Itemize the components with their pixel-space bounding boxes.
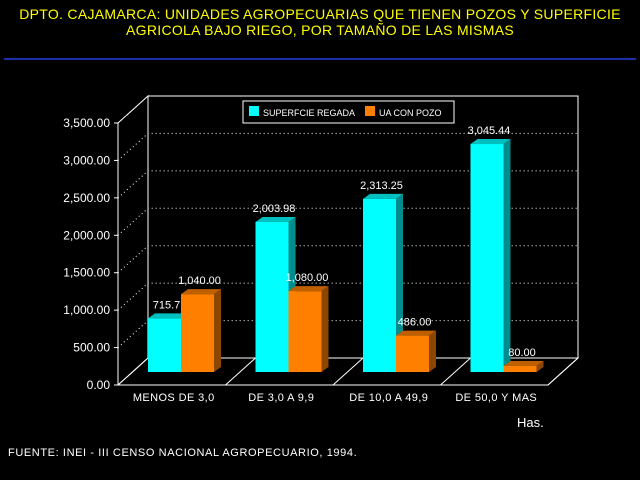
data-label: 1,040.00 — [178, 275, 221, 287]
bar-top — [503, 361, 544, 367]
bar-superficie-regada — [363, 198, 396, 372]
legend-label-ua-con-pozo: UA CON POZO — [379, 108, 442, 118]
bar-top — [288, 286, 329, 292]
bar-ua-con-pozo — [288, 291, 322, 372]
chart-title-line-1: DPTO. CAJAMARCA: UNIDADES AGROPECUARIAS … — [19, 6, 621, 22]
x-tick-label: DE 3,0 A 9,9 — [248, 392, 314, 404]
y-tick-label: 1,000.00 — [63, 303, 110, 317]
bar-ua-con-pozo — [396, 335, 429, 372]
y-tick-label: 3,500.00 — [63, 116, 110, 130]
floor-divider — [332, 357, 364, 386]
floor-divider — [117, 357, 149, 386]
gridline — [117, 95, 578, 124]
gridline — [117, 132, 578, 161]
floor-divider — [225, 357, 256, 386]
data-label: 2,003.98 — [253, 203, 296, 215]
x-tick-label: DE 10,0 A 49,9 — [349, 392, 428, 404]
bar-superficie-regada — [148, 318, 181, 372]
title-divider — [4, 58, 636, 60]
x-tick-label: DE 50,0 Y MAS — [455, 392, 537, 404]
x-axis-units: Has. — [517, 415, 544, 430]
bar-top — [363, 193, 403, 199]
bar-ua-con-pozo — [503, 366, 537, 372]
data-label: 2,313.25 — [360, 180, 403, 192]
legend-label-superficie-regada: SUPERFCIE REGADA — [263, 108, 355, 118]
data-label: 80.00 — [508, 347, 536, 359]
bar-side — [536, 361, 544, 372]
back-wall — [148, 95, 579, 358]
bar-side — [396, 193, 403, 372]
bar-superficie-regada — [255, 221, 289, 372]
x-tick-label: MENOS DE 3,0 — [133, 392, 215, 404]
y-tick-label: 3,000.00 — [63, 153, 110, 167]
bar-superficie-regada — [470, 144, 504, 372]
chart-title-line-2: AGRICOLA BAJO RIEGO, POR TAMAÑO DE LAS M… — [126, 22, 514, 38]
data-label: 3,045.44 — [468, 125, 511, 137]
legend-swatch-superficie-regada — [249, 106, 259, 116]
floor-divider — [547, 357, 579, 386]
legend-swatch-ua-con-pozo — [365, 106, 375, 116]
y-tick-label: 0.00 — [87, 378, 111, 392]
floor-divider — [440, 357, 471, 386]
gridline — [117, 245, 578, 274]
data-label: 715.7 — [153, 299, 181, 311]
bar-side — [214, 289, 221, 372]
left-wall — [117, 94, 149, 385]
data-label: 1,080.00 — [286, 272, 329, 284]
y-tick-label: 2,500.00 — [63, 191, 110, 205]
legend — [242, 100, 455, 124]
gridline — [117, 207, 578, 236]
bar-side — [321, 286, 329, 372]
bar-top — [396, 330, 436, 336]
source-note: FUENTE: INEI - III CENSO NACIONAL AGROPE… — [8, 447, 358, 459]
data-label: 486.00 — [398, 317, 432, 329]
bar-top — [148, 313, 188, 319]
y-tick-label: 1,500.00 — [63, 266, 110, 280]
gridline — [117, 282, 578, 311]
bar-side — [503, 139, 511, 372]
bar-ua-con-pozo — [181, 294, 214, 372]
bar-top — [470, 139, 511, 145]
y-tick-label: 2,000.00 — [63, 228, 110, 242]
chart-title: DPTO. CAJAMARCA: UNIDADES AGROPECUARIAS … — [0, 6, 640, 38]
bar-top — [255, 216, 296, 222]
gridline — [117, 170, 578, 199]
bar-top — [181, 289, 221, 295]
bar-side — [429, 330, 436, 372]
y-tick-label: 500.00 — [73, 341, 110, 355]
